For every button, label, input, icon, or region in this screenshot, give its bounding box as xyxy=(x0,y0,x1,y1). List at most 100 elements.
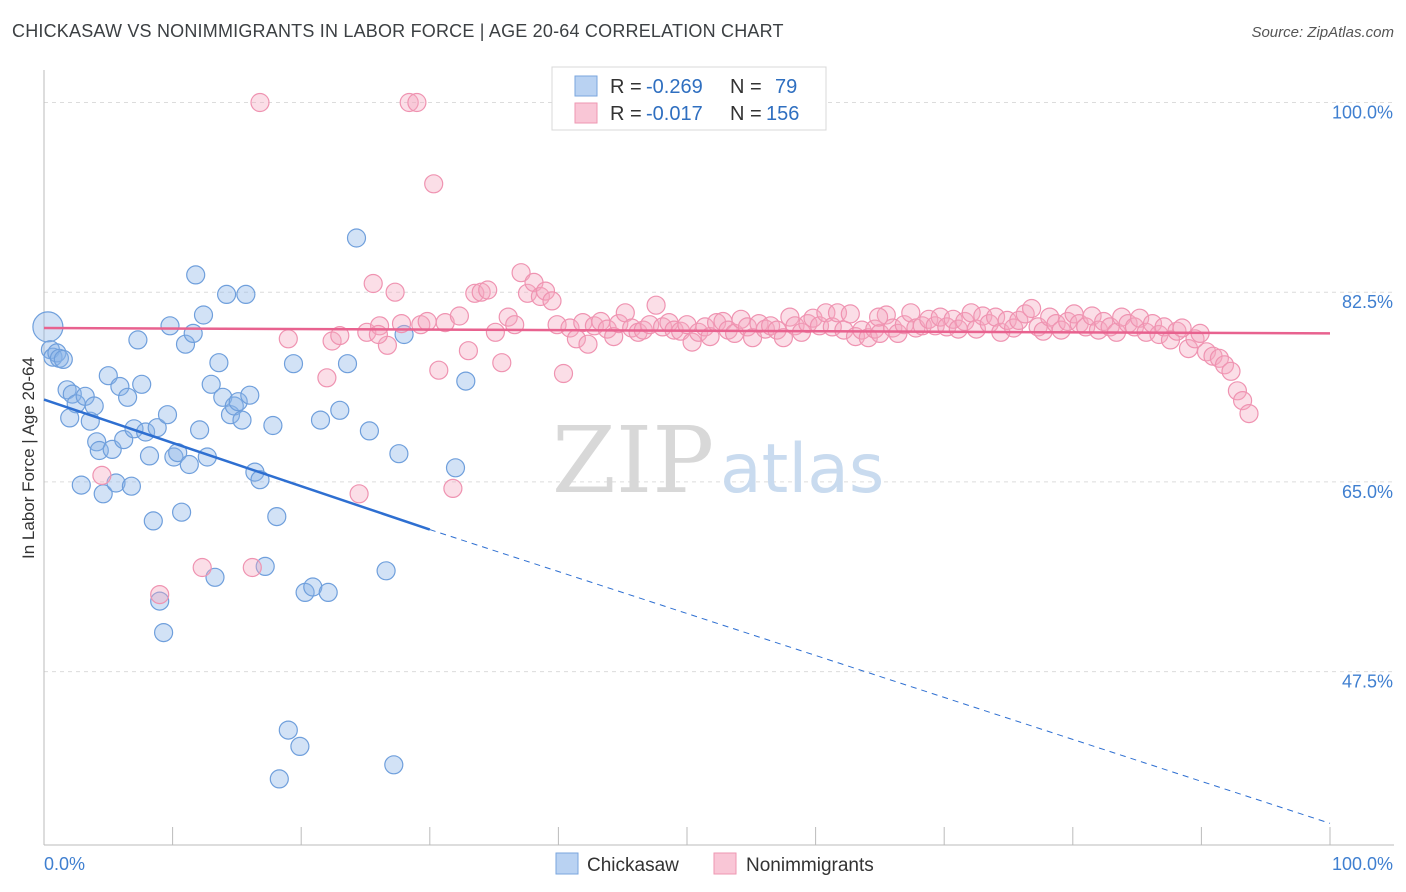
chickasaw-point xyxy=(346,228,367,248)
nonimmigrants-point xyxy=(578,334,598,354)
chickasaw-point xyxy=(201,374,221,394)
legend-n-value-2: 156 xyxy=(766,103,799,125)
watermark-atlas: atlas xyxy=(720,430,884,509)
nonimmigrants-point xyxy=(1221,361,1241,381)
legend-swatch-chickasaw xyxy=(574,75,598,97)
nonimmigrants-point xyxy=(731,309,751,329)
legend-swatch-nonimmigrants xyxy=(574,102,598,124)
chickasaw-point xyxy=(110,376,130,397)
nonimmigrants-point xyxy=(997,310,1017,330)
nonimmigrants-point xyxy=(417,311,437,332)
nonimmigrants-point xyxy=(1130,308,1150,328)
chickasaw-point xyxy=(209,353,229,373)
nonimmigrants-point xyxy=(385,282,405,302)
nonimmigrants-point xyxy=(278,329,298,349)
chickasaw-point xyxy=(84,396,104,416)
legend-n-label-1: N = xyxy=(730,76,762,98)
chickasaw-point xyxy=(150,591,170,611)
chickasaw-point xyxy=(139,446,160,466)
nonimmigrants-point xyxy=(1227,381,1248,401)
series-legend: Chickasaw Nonimmigrants xyxy=(555,852,874,876)
nonimmigrants-point xyxy=(985,307,1006,327)
chickasaw-point xyxy=(175,334,196,354)
chickasaw-point xyxy=(250,470,270,490)
y-tick-label: 65.0% xyxy=(1342,482,1393,502)
chickasaw-point xyxy=(384,755,404,775)
nonimmigrants-point xyxy=(250,92,270,113)
legend-r-value-2: -0.017 xyxy=(646,103,703,125)
chickasaw-point xyxy=(157,405,178,425)
nonimmigrants-point xyxy=(498,307,518,327)
y-tick-label: 47.5% xyxy=(1342,672,1393,692)
chickasaw-point xyxy=(117,387,138,407)
nonimmigrants-point xyxy=(553,363,574,384)
nonimmigrants-trend-line xyxy=(43,326,1331,335)
source-label: Source: ZipAtlas.com xyxy=(1251,24,1394,41)
chickasaw-point xyxy=(303,577,323,597)
chickasaw-point xyxy=(310,410,331,430)
nonimmigrants-point xyxy=(192,557,212,578)
nonimmigrants-point xyxy=(943,309,963,329)
x-tick-label-min: 0.0% xyxy=(44,854,85,874)
nonimmigrants-point xyxy=(435,313,455,333)
nonimmigrants-point xyxy=(1209,348,1230,368)
chickasaw-point xyxy=(143,511,163,531)
chickasaw-point xyxy=(376,561,396,581)
y-tick-labels: 100.0% 82.5% 65.0% 47.5% xyxy=(1332,103,1393,692)
chickasaw-trend-line xyxy=(43,398,431,531)
chickasaw-point xyxy=(240,385,260,405)
nonimmigrants-point xyxy=(1015,304,1035,324)
chickasaw-point xyxy=(172,502,192,522)
chickasaw-point xyxy=(228,392,248,412)
nonimmigrants-point xyxy=(530,286,551,307)
chickasaw-point xyxy=(236,284,256,304)
chickasaw-point xyxy=(128,330,148,350)
y-tick-label: 82.5% xyxy=(1342,292,1393,312)
chickasaw-point xyxy=(359,421,379,441)
nonimmigrants-point xyxy=(458,341,478,361)
nonimmigrants-point xyxy=(150,584,170,605)
chickasaw-point xyxy=(121,476,141,496)
chickasaw-point xyxy=(193,305,214,325)
chickasaw-point xyxy=(456,371,476,391)
nonimmigrants-point xyxy=(391,314,412,334)
nonimmigrants-point xyxy=(449,306,469,326)
series-nonimmigrants-points xyxy=(92,92,1259,605)
chickasaw-point xyxy=(278,720,298,740)
series-chickasaw-points xyxy=(32,228,476,789)
nonimmigrants-point xyxy=(349,484,369,504)
chickasaw-point xyxy=(205,567,225,587)
chickasaw-point xyxy=(263,415,283,436)
nonimmigrants-point xyxy=(1021,298,1042,319)
nonimmigrants-point xyxy=(868,307,889,327)
legend-box xyxy=(551,66,827,131)
chickasaw-trend-extension xyxy=(429,529,1331,824)
chickasaw-point xyxy=(186,265,206,285)
legend-r-label-1: R = xyxy=(610,76,642,98)
chickasaw-point xyxy=(318,582,338,603)
nonimmigrants-point xyxy=(424,174,444,194)
axes xyxy=(43,70,1394,846)
watermark-zip: ZIP xyxy=(552,407,714,514)
chickasaw-point xyxy=(283,354,304,374)
watermark: ZIP atlas xyxy=(552,407,884,514)
nonimmigrants-point xyxy=(840,304,860,324)
nonimmigrants-point xyxy=(1058,311,1078,332)
legend-r-value-1: -0.269 xyxy=(646,76,703,98)
nonimmigrants-point xyxy=(688,322,709,342)
nonimmigrants-point xyxy=(92,465,112,485)
bottom-legend-swatch-nonimmigrants xyxy=(713,852,737,875)
chickasaw-point xyxy=(217,284,237,304)
bottom-legend-swatch-chickasaw xyxy=(555,852,579,875)
nonimmigrants-point xyxy=(682,332,702,352)
chickasaw-point xyxy=(267,506,287,527)
nonimmigrants-point xyxy=(317,368,337,388)
bottom-legend-chickasaw: Chickasaw xyxy=(587,855,679,876)
x-tick-labels: 0.0% 100.0% xyxy=(44,854,1393,874)
nonimmigrants-point xyxy=(901,303,921,323)
nonimmigrants-point xyxy=(478,280,498,300)
nonimmigrants-point xyxy=(330,326,350,346)
chickasaw-point xyxy=(290,736,310,757)
chickasaw-point xyxy=(232,410,252,430)
